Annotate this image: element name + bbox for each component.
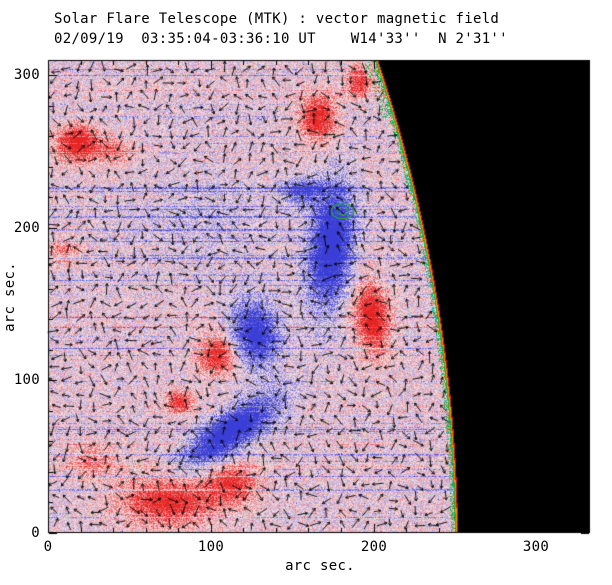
y-tick-label-200: 200 xyxy=(13,220,40,236)
y-tick-label-0: 0 xyxy=(31,525,40,541)
y-tick-label-100: 100 xyxy=(13,372,40,388)
plot-subtitle: 02/09/19 03:35:04-03:36:10 UT W14'33'' N… xyxy=(54,31,508,47)
y-axis-label: arc sec. xyxy=(2,262,18,332)
x-tick-label-0: 0 xyxy=(43,539,53,555)
plot-title: Solar Flare Telescope (MTK) : vector mag… xyxy=(54,11,500,27)
x-tick-label-300: 300 xyxy=(522,539,550,555)
y-tick-label-300: 300 xyxy=(13,67,40,83)
x-tick-label-200: 200 xyxy=(360,539,388,555)
x-tick-label-100: 100 xyxy=(197,539,225,555)
x-axis-label: arc sec. xyxy=(285,558,355,574)
